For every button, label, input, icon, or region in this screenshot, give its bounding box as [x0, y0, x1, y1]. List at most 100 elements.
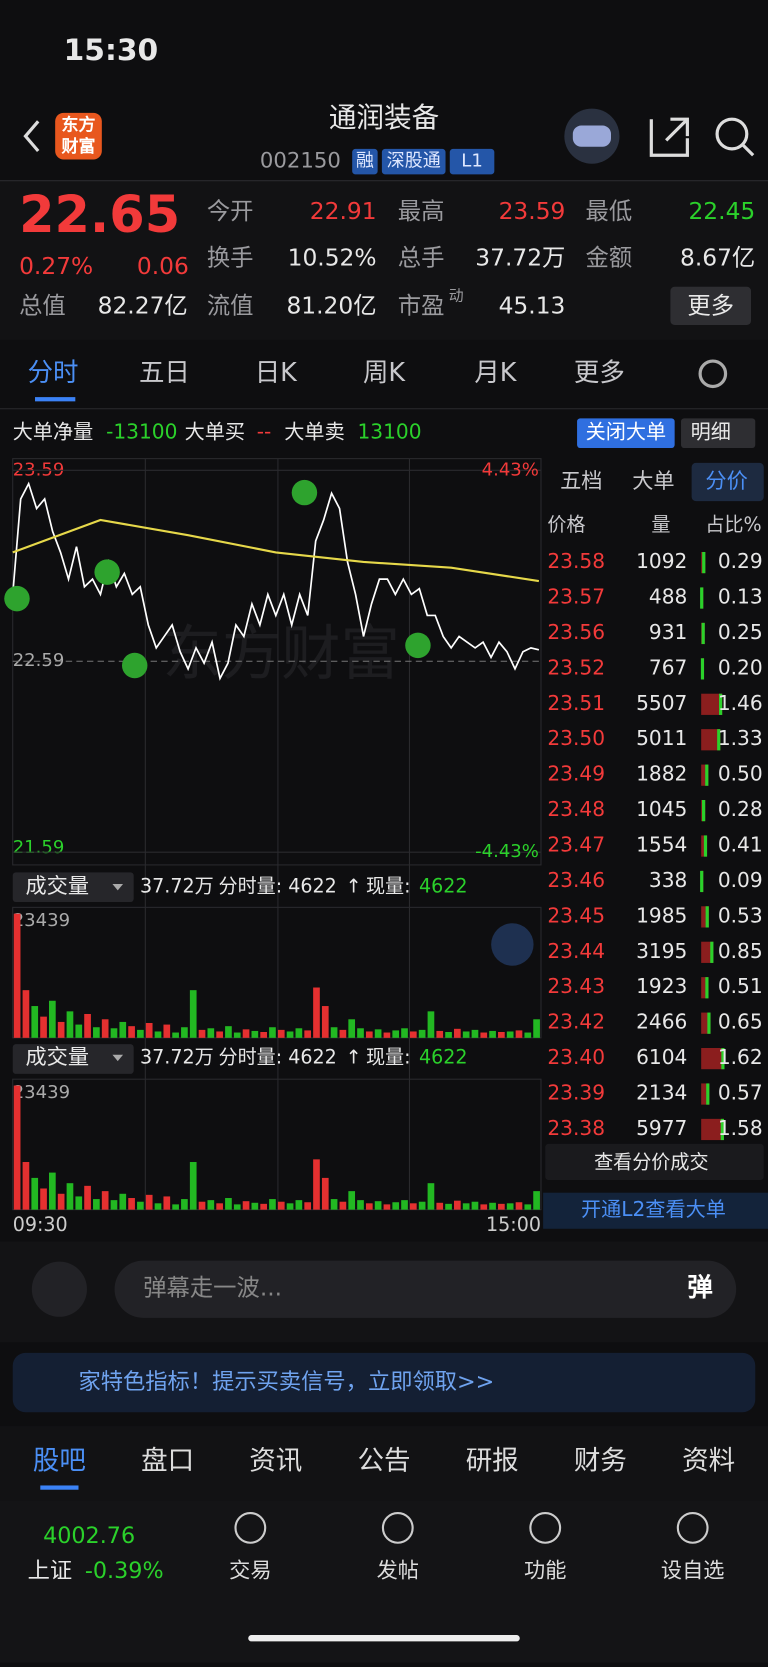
section-tab[interactable]: 财务	[574, 1446, 627, 1477]
stat-value: 37.72万	[475, 244, 565, 272]
volume-frame	[12, 1078, 542, 1211]
table-header: 价格	[547, 513, 585, 536]
expand-icon[interactable]	[491, 923, 534, 966]
quote-bg	[0, 180, 768, 340]
pct-bar-tip	[700, 587, 704, 609]
tab[interactable]: 月K	[474, 358, 517, 388]
row-volume: 2134	[636, 1081, 687, 1105]
row-pct: 0.53	[718, 903, 763, 927]
stat-label: 总手	[398, 244, 445, 272]
row-price: 23.40	[547, 1045, 605, 1069]
volume-bar	[154, 1203, 162, 1210]
volume-bar	[225, 1026, 232, 1038]
nav-item[interactable]: 功能	[524, 1558, 566, 1583]
nav-item[interactable]: 设自选	[661, 1558, 725, 1583]
nav-item[interactable]: 发帖	[377, 1558, 419, 1583]
row-price: 23.45	[547, 903, 605, 927]
volume-bar	[409, 1203, 417, 1210]
logo	[55, 112, 102, 160]
close-button[interactable]	[577, 418, 675, 449]
tag: 融	[356, 151, 374, 172]
tab[interactable]: 分时	[28, 358, 79, 388]
volume-bar	[233, 1032, 241, 1038]
volume-total: 37.72万	[140, 1045, 214, 1068]
stat-label: 金额	[586, 244, 633, 272]
volume-bar	[418, 1029, 426, 1038]
stat-sup: 动	[449, 286, 464, 304]
volume-bar	[154, 1031, 162, 1038]
pct-bar	[701, 1048, 725, 1070]
volume-bar	[207, 1200, 215, 1210]
table-tab[interactable]: 分价	[705, 469, 747, 494]
row-volume: 5977	[636, 1116, 687, 1140]
tab[interactable]: 更多	[574, 358, 625, 388]
dropdown-arrow	[112, 884, 124, 891]
watermark: 东方财富	[162, 620, 400, 689]
table-tab[interactable]: 大单	[632, 469, 674, 494]
section-tab[interactable]: 资讯	[249, 1446, 302, 1477]
nav-item[interactable]: 交易	[229, 1558, 271, 1583]
volume-bar	[295, 1200, 303, 1210]
volume-bar	[533, 1019, 540, 1038]
section-tab[interactable]: 公告	[358, 1446, 411, 1477]
pct-bar	[701, 1083, 710, 1105]
detail-button-text[interactable]: 明细	[691, 420, 731, 444]
tab[interactable]: 日K	[255, 358, 298, 388]
notice-text[interactable]: 家特色指标！提示买卖信号，立即领取>>	[78, 1369, 494, 1395]
volume-minute: 分时量: 4622	[219, 875, 337, 898]
volume-selector[interactable]	[12, 1044, 134, 1074]
banner[interactable]	[543, 1192, 768, 1229]
comment-icon[interactable]	[31, 1261, 87, 1317]
change: 0.06	[137, 252, 189, 280]
title: 通润装备	[329, 101, 439, 134]
pct-bar-tip	[701, 622, 705, 645]
footer-button[interactable]	[545, 1143, 764, 1180]
row-pct: 0.28	[718, 797, 763, 821]
table-tab[interactable]: 五档	[560, 469, 602, 494]
detail-button[interactable]	[681, 418, 756, 449]
volume-bar	[128, 1198, 135, 1210]
volume-bar	[128, 1026, 135, 1038]
close-button-text[interactable]: 关闭大单	[586, 420, 667, 444]
footer-text[interactable]: 查看分价成交	[594, 1150, 708, 1173]
settings-icon[interactable]	[698, 359, 728, 389]
volume-bar	[348, 1019, 356, 1038]
search-icon[interactable]	[715, 117, 749, 151]
volume-bar	[260, 1031, 267, 1038]
comment-input[interactable]	[114, 1260, 737, 1318]
comment-button[interactable]: 弹	[687, 1273, 712, 1303]
volume-bar	[401, 1028, 408, 1038]
volume-bar	[471, 1201, 479, 1210]
volume-bar	[427, 1183, 435, 1210]
section-tab[interactable]: 研报	[466, 1446, 519, 1477]
row-volume: 767	[649, 655, 687, 679]
series-line	[11, 481, 540, 681]
table-header: 量	[651, 513, 670, 536]
back-icon[interactable]	[23, 120, 40, 153]
volume-bar	[93, 1027, 100, 1038]
stat-value: 45.13	[499, 291, 566, 319]
more-button[interactable]	[670, 286, 752, 325]
volume-bar	[137, 1029, 144, 1038]
tab-underline	[35, 397, 76, 402]
volume-bar	[480, 1204, 488, 1210]
more-button-text: 更多	[687, 291, 734, 319]
banner-text[interactable]: 开通L2查看大单	[581, 1197, 726, 1221]
section-tab[interactable]: 股吧	[33, 1446, 86, 1477]
volume-selector[interactable]	[12, 872, 134, 903]
notice-bar[interactable]	[12, 1352, 756, 1413]
row-pct: 0.09	[718, 868, 763, 892]
row-pct: 1.46	[718, 691, 763, 715]
section-tab[interactable]: 资料	[682, 1446, 735, 1477]
share-icon[interactable]	[649, 117, 689, 157]
volume-bar	[339, 1201, 347, 1210]
section-tab[interactable]: 盘口	[141, 1446, 194, 1477]
volume-bar	[515, 1030, 523, 1038]
tab[interactable]: 周K	[363, 358, 406, 388]
volume-bar	[13, 913, 21, 1038]
volume-bar	[506, 1031, 514, 1038]
tab[interactable]: 五日	[139, 358, 190, 388]
volume-bar	[383, 1032, 391, 1038]
pct-bar-tip	[720, 1118, 724, 1141]
nav-icon	[234, 1511, 267, 1544]
